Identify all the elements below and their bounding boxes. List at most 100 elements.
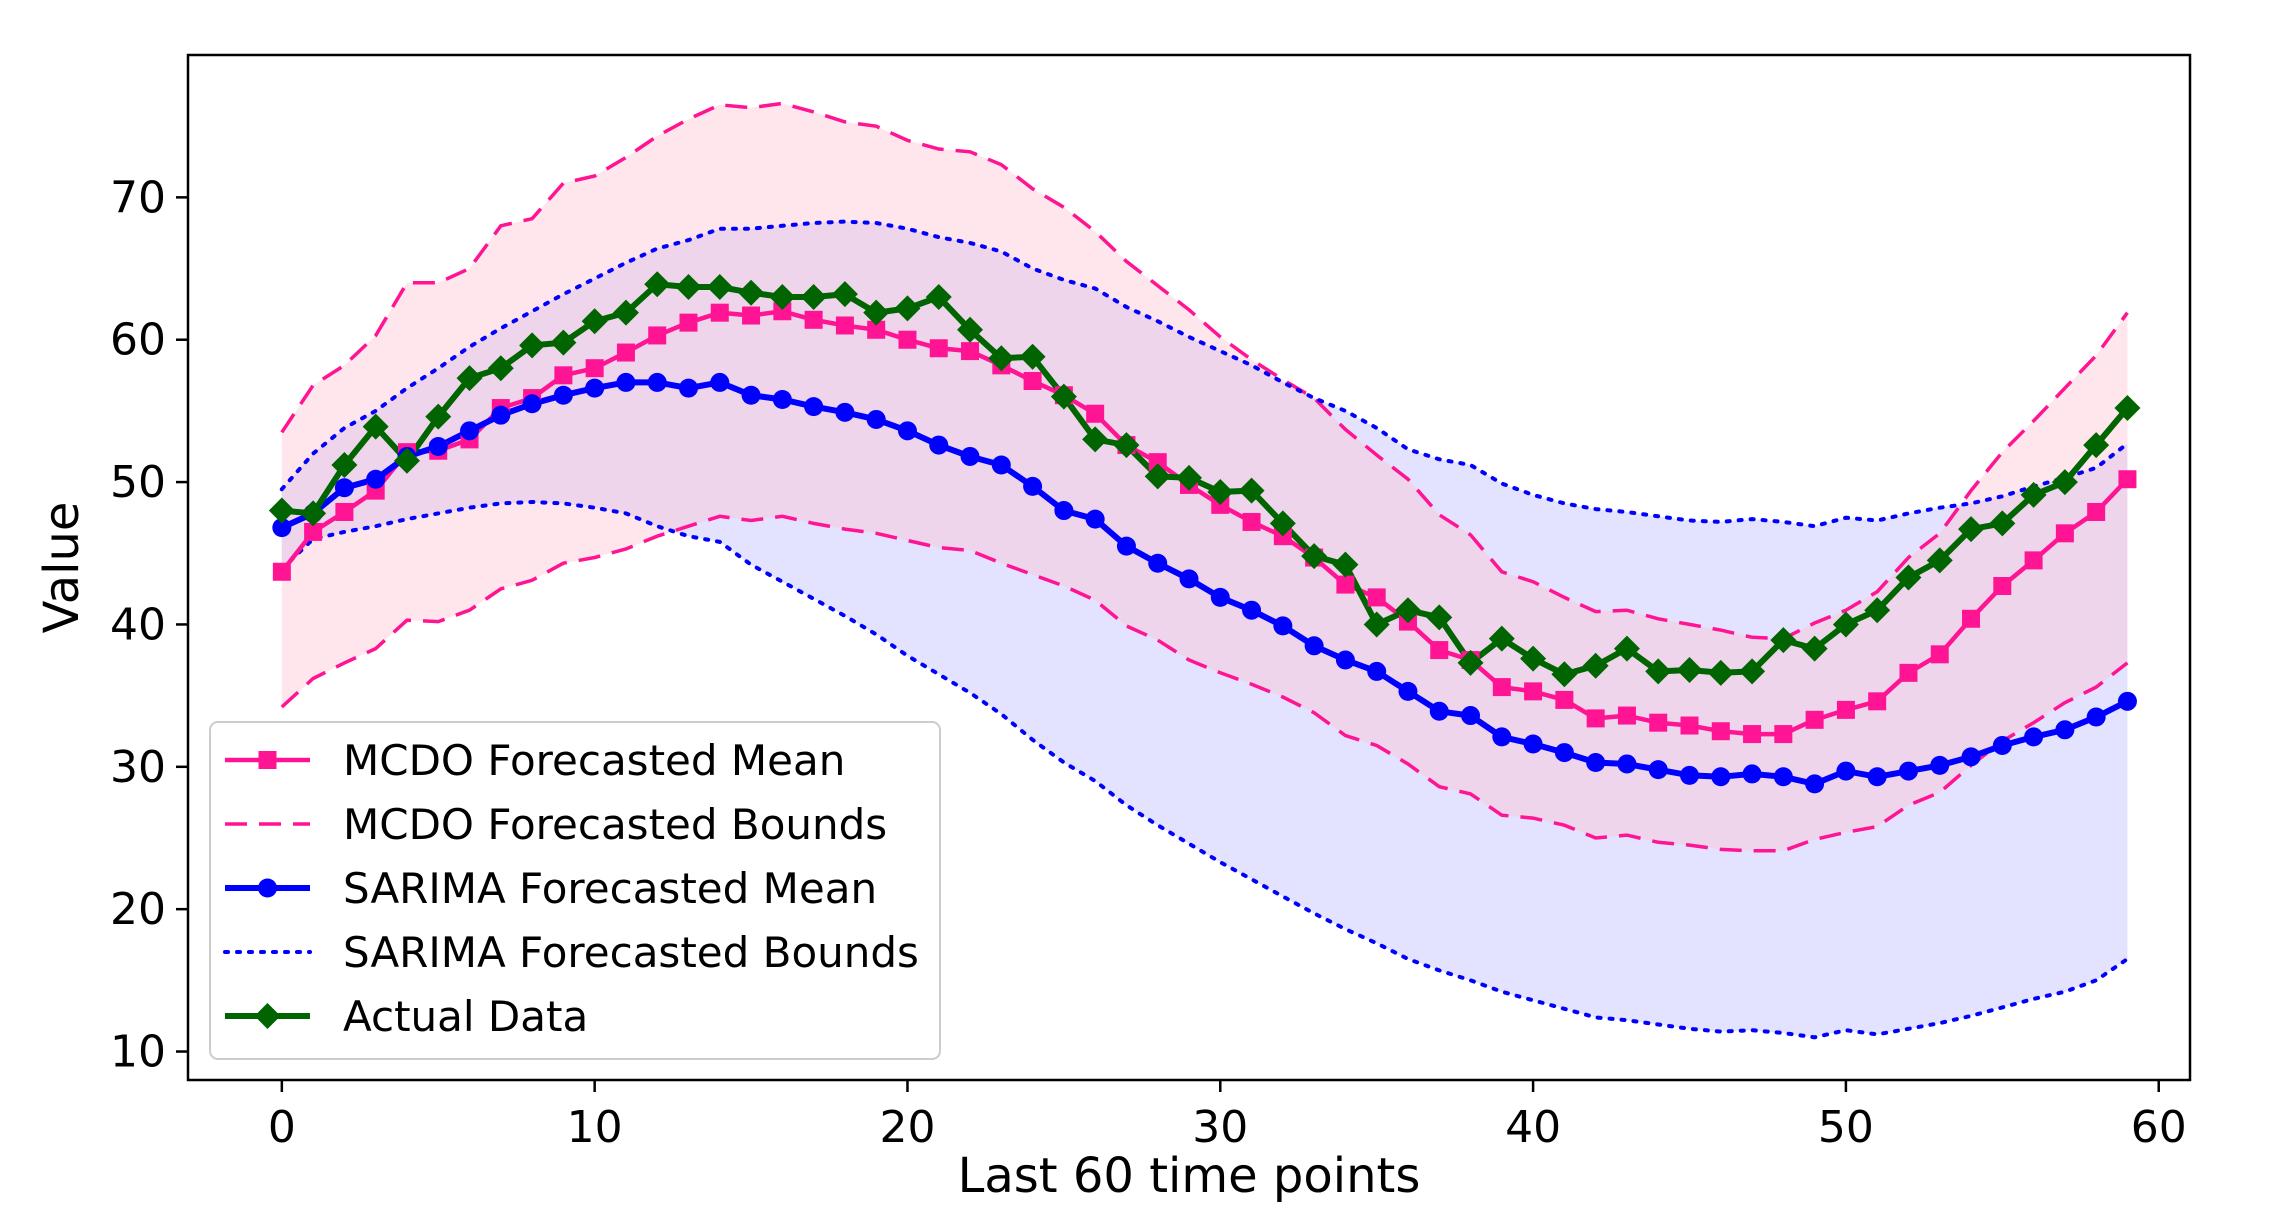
x-tick-label: 40: [1505, 1102, 1561, 1153]
sarima-mean-point: [991, 455, 1011, 475]
mcdo-mean-point: [961, 342, 980, 361]
actual-data-point: [1926, 547, 1953, 574]
actual-data-point: [2051, 469, 2078, 496]
actual-data-point: [1520, 645, 1547, 672]
actual-data-point: [675, 274, 702, 301]
mcdo-mean-point: [1524, 682, 1543, 701]
plot-area-frame: [186, 53, 2192, 1082]
actual-data-point: [268, 497, 295, 524]
actual-data-point: [800, 284, 827, 311]
mcdo-mean-point: [648, 326, 667, 345]
sarima-mean-point: [1805, 774, 1825, 794]
mcdo-mean-point: [898, 330, 917, 349]
sarima-mean-point: [1836, 761, 1856, 781]
sarima-mean-point: [1335, 650, 1355, 670]
mcdo-mean-point: [2118, 470, 2137, 489]
actual-data-point: [1958, 516, 1985, 543]
actual-data-point: [1426, 604, 1453, 631]
x-axis-ticks: 0 10 20 30 40 50 60: [268, 1080, 2187, 1153]
legend-label-mcdo-mean: MCDO Forecasted Mean: [343, 736, 845, 785]
actual-data-point: [1613, 635, 1640, 662]
sarima-mean-point: [1242, 600, 1262, 620]
mcdo-mean-point: [585, 359, 604, 378]
sarima-mean-point: [1179, 569, 1199, 589]
sarima-upper-bound-line: [279, 219, 2130, 529]
legend-marker-actual: [254, 1003, 281, 1029]
x-tick-label: 50: [1818, 1102, 1874, 1153]
mcdo-mean-point: [1930, 645, 1949, 664]
legend-label-sarima-bounds: SARIMA Forecasted Bounds: [343, 928, 919, 977]
sarima-mean-point: [929, 435, 949, 455]
mcdo-mean-point: [1899, 663, 1918, 682]
legend-box: [209, 721, 941, 1060]
mcdo-mean-point: [773, 302, 792, 321]
y-axis-ticks: 10 20 30 40 50 60 70: [110, 172, 188, 1078]
actual-data-point: [331, 452, 358, 478]
actual-data-point: [612, 299, 639, 326]
actual-data-point: [1113, 432, 1140, 459]
actual-data-point: [1645, 658, 1672, 685]
actual-data-point: [2020, 481, 2047, 508]
actual-data-point: [362, 413, 389, 440]
actual-data-point: [1238, 477, 1265, 504]
actual-data-point: [581, 308, 608, 335]
actual-data-point: [1582, 652, 1609, 679]
sarima-mean-point: [772, 390, 792, 410]
actual-data-point: [1707, 659, 1734, 686]
actual-data-point: [1989, 510, 2016, 537]
sarima-mean-point: [897, 421, 917, 441]
actual-data-point: [1739, 658, 1766, 685]
y-tick-label: 30: [110, 742, 166, 793]
mcdo-mean-point: [1774, 725, 1793, 744]
mcdo-mean-point: [929, 339, 948, 358]
sarima-mean-point: [1398, 681, 1418, 701]
sarima-mean-point: [1116, 536, 1136, 556]
sarima-mean-point: [1210, 587, 1230, 607]
actual-data-point: [1144, 463, 1171, 490]
x-tick-label: 60: [2131, 1102, 2187, 1153]
actual-data-point: [1176, 464, 1202, 491]
actual-data-point: [894, 295, 921, 322]
y-axis-label: Value: [34, 502, 90, 634]
sarima-mean-point: [1023, 476, 1043, 496]
legend-label-sarima-mean: SARIMA Forecasted Mean: [343, 864, 877, 913]
actual-data-point: [1551, 661, 1578, 688]
y-tick-label: 70: [110, 172, 166, 223]
mcdo-mean-point: [616, 343, 635, 362]
sarima-mean-point: [1648, 760, 1668, 780]
sarima-mean-point: [491, 405, 511, 425]
actual-data-point: [425, 403, 452, 430]
sarima-mean-point: [1554, 743, 1574, 763]
legend: MCDO Forecasted Mean MCDO Forecasted Bou…: [209, 721, 941, 1060]
actual-data-point: [1301, 543, 1328, 570]
mcdo-mean-point: [272, 562, 291, 581]
sarima-mean-point: [1617, 754, 1637, 774]
actual-data-point: [487, 355, 514, 382]
y-tick-label: 60: [110, 315, 166, 366]
mcdo-upper-bound-line: [280, 101, 2129, 641]
actual-data-point: [1676, 657, 1703, 683]
sarima-mean-point: [866, 409, 886, 429]
mcdo-mean-point: [1086, 404, 1105, 423]
sarima-mean-point: [1680, 765, 1699, 785]
sarima-mean-point: [428, 436, 448, 456]
actual-data-point: [1864, 597, 1891, 624]
actual-data-point: [1269, 510, 1296, 537]
legend-label-mcdo-bounds: MCDO Forecasted Bounds: [343, 800, 887, 849]
actual-data-point: [456, 365, 483, 392]
x-axis-label: Last 60 time points: [958, 1148, 1421, 1204]
mcdo-mean-point: [1962, 609, 1981, 628]
sarima-mean-point: [1742, 764, 1762, 784]
actual-data-point: [1394, 597, 1421, 624]
sarima-mean-point: [679, 378, 698, 398]
mcdo-mean-point: [304, 522, 323, 541]
mcdo-mean-point: [1367, 588, 1386, 607]
actual-data-point: [519, 332, 546, 359]
mcdo-mean-point: [554, 366, 573, 385]
x-tick-label: 30: [1192, 1102, 1248, 1153]
mcdo-mean-point: [2055, 524, 2074, 543]
sarima-mean-point: [553, 385, 573, 405]
actual-data-point: [300, 500, 327, 527]
mcdo-mean-point: [2087, 502, 2106, 521]
actual-data-point: [550, 329, 577, 356]
